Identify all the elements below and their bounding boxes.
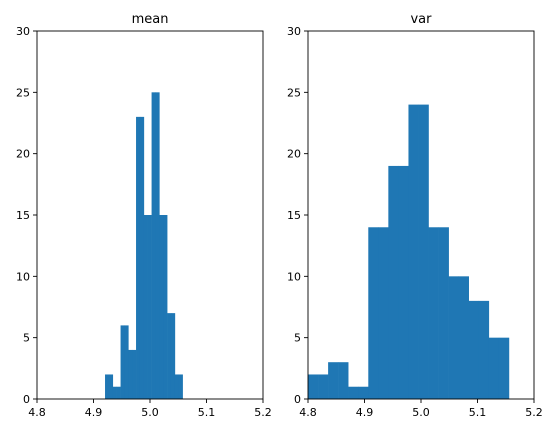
y-tick-label: 0 xyxy=(23,393,30,406)
x-tick-label: 4.9 xyxy=(85,406,103,419)
histogram-bar xyxy=(448,276,459,399)
histogram-bar xyxy=(358,386,369,399)
histogram-bar xyxy=(478,300,490,399)
histogram-bar xyxy=(143,215,148,399)
y-tick-label: 0 xyxy=(294,393,301,406)
x-tick-label: 5.2 xyxy=(525,406,543,419)
x-tick-label: 5.1 xyxy=(469,406,487,419)
panel-title: mean xyxy=(132,12,169,27)
histogram-bar xyxy=(120,325,125,399)
histogram-bar xyxy=(368,227,379,399)
histogram-bar xyxy=(108,374,114,399)
histogram-bar xyxy=(468,300,480,399)
histogram-bar xyxy=(408,104,419,399)
histogram-bar xyxy=(328,362,339,399)
histogram-bar xyxy=(159,215,164,399)
y-tick-label: 20 xyxy=(287,148,301,161)
panel-mean: 4.8 4.9 5.0 5.1 5.2 0 5 10 15 20 25 30 mean xyxy=(16,12,272,419)
histogram-bar xyxy=(418,104,429,399)
histogram-bar xyxy=(170,313,176,399)
histogram-bar xyxy=(136,116,141,400)
histogram-bar xyxy=(132,349,137,399)
histogram-bar xyxy=(112,386,117,399)
histogram-bar xyxy=(128,349,133,399)
histogram-bar xyxy=(428,227,439,399)
histogram-bar xyxy=(167,313,172,399)
histogram-bar xyxy=(498,337,510,399)
histogram-bar xyxy=(174,374,180,399)
histogram-bar xyxy=(388,165,399,399)
x-tick-label: 4.8 xyxy=(299,406,317,419)
histogram-bar xyxy=(139,116,145,400)
histogram-bar xyxy=(155,92,160,399)
histogram-bar xyxy=(308,374,319,399)
y-tick-label: 20 xyxy=(16,148,30,161)
x-tick-label: 5.1 xyxy=(198,406,216,419)
x-tick-label: 5.0 xyxy=(412,406,430,419)
histogram-bar xyxy=(318,374,329,399)
y-tick-label: 30 xyxy=(287,25,301,38)
panel-var: 4.8 4.9 5.0 5.1 5.2 0 5 10 15 20 25 30 var xyxy=(287,12,543,419)
y-tick-label: 5 xyxy=(294,332,301,345)
histogram-bar xyxy=(151,92,156,399)
x-tick-label: 4.9 xyxy=(356,406,374,419)
histogram-bar xyxy=(124,325,129,399)
y-tick-label: 15 xyxy=(287,209,301,222)
histogram-bar xyxy=(178,374,183,399)
histogram-bar xyxy=(348,386,359,399)
y-tick-label: 15 xyxy=(16,209,30,222)
histogram-bar xyxy=(105,374,110,399)
y-tick-label: 5 xyxy=(23,332,30,345)
y-tick-label: 25 xyxy=(16,86,30,99)
x-tick-label: 4.8 xyxy=(28,406,46,419)
histogram-bar xyxy=(438,227,449,399)
histogram-bar xyxy=(458,276,469,399)
histogram-bar xyxy=(163,215,168,399)
histogram-bar xyxy=(147,215,152,399)
y-tick-label: 10 xyxy=(287,270,301,283)
histogram-bar xyxy=(116,386,121,399)
x-tick-label: 5.0 xyxy=(141,406,159,419)
histogram-bar xyxy=(378,227,389,399)
x-tick-label: 5.2 xyxy=(254,406,272,419)
histogram-bar xyxy=(338,362,349,399)
histogram-bar xyxy=(488,337,500,399)
y-tick-label: 30 xyxy=(16,25,30,38)
y-tick-label: 25 xyxy=(287,86,301,99)
y-tick-label: 10 xyxy=(16,270,30,283)
histogram-bar xyxy=(398,165,409,399)
panel-title: var xyxy=(410,12,432,27)
